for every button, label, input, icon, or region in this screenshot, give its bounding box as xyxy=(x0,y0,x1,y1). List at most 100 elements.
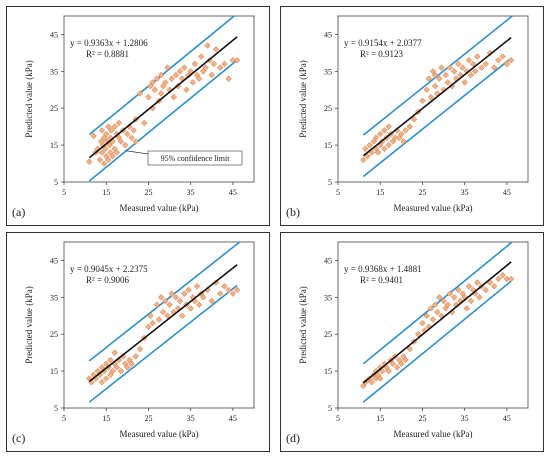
data-point xyxy=(372,134,380,141)
x-tick-label: 15 xyxy=(376,414,384,423)
data-point xyxy=(197,53,205,60)
data-point xyxy=(100,367,108,375)
data-point xyxy=(402,127,409,134)
panel-d: 5 15 25 35 45 5 15 25 35 45 Measured value (kPa) Pr… xyxy=(280,232,544,452)
data-point xyxy=(117,138,125,145)
x-tick-label: 45 xyxy=(503,188,511,197)
data-point xyxy=(130,127,137,134)
data-point xyxy=(149,319,156,327)
x-tick-label: 15 xyxy=(102,414,110,423)
data-point xyxy=(419,319,426,327)
data-point xyxy=(147,312,154,320)
data-point xyxy=(153,75,161,82)
data-point xyxy=(385,123,392,130)
data-point xyxy=(391,134,399,141)
data-point xyxy=(221,283,228,290)
data-point xyxy=(427,93,435,101)
data-point xyxy=(111,349,118,356)
data-point xyxy=(507,275,515,283)
data-point xyxy=(102,145,109,153)
x-axis-label: Measured value (kPa) xyxy=(394,203,473,213)
plot-area xyxy=(337,241,529,409)
data-point xyxy=(233,57,241,64)
x-tick-label: 5 xyxy=(336,188,340,197)
scatter-chart: 5 15 25 35 45 5 15 25 35 45 Measured value (kPa) Pr… xyxy=(280,6,544,226)
data-point xyxy=(495,57,502,64)
data-point xyxy=(374,149,382,156)
data-point xyxy=(168,290,175,297)
y-tick-label: 45 xyxy=(50,30,58,39)
lower-confidence-line xyxy=(88,59,238,182)
scatter-chart: 5 15 25 35 45 5 15 25 35 45 Measured value (kPa) Pr… xyxy=(6,232,270,452)
data-point xyxy=(450,68,458,75)
data-point xyxy=(366,141,373,149)
data-point xyxy=(495,275,502,283)
data-point xyxy=(431,71,439,79)
data-point xyxy=(109,152,116,160)
data-point xyxy=(478,64,485,71)
data-point xyxy=(157,71,165,79)
y-tick-label: 5 xyxy=(54,404,58,413)
data-point xyxy=(490,283,498,290)
data-point xyxy=(440,86,447,94)
annotation-text: 95% confidence limit xyxy=(161,154,231,163)
data-point xyxy=(400,138,407,145)
data-point xyxy=(178,312,186,320)
data-point xyxy=(467,297,475,305)
r-squared: R² = 0.9123 xyxy=(360,49,404,59)
y-tick-label: 15 xyxy=(50,367,58,376)
x-tick-label: 35 xyxy=(461,414,469,423)
data-point xyxy=(229,57,237,64)
data-point xyxy=(172,294,180,301)
data-point xyxy=(200,294,207,301)
plot-area xyxy=(337,15,529,183)
lower-confidence-line xyxy=(362,280,512,403)
data-point xyxy=(98,149,106,156)
regression-line xyxy=(362,261,512,384)
panel-a: 5 15 25 35 45 5 15 25 35 45 Measured value (kPa) Pr… xyxy=(6,6,270,226)
upper-confidence-line xyxy=(362,16,514,136)
x-tick-label: 15 xyxy=(102,188,110,197)
data-point xyxy=(406,345,414,353)
scatter-chart: 5 15 25 35 45 5 15 25 35 45 Measured value (kPa) Pr… xyxy=(6,6,270,226)
data-point xyxy=(385,367,392,375)
panel-label: (a) xyxy=(12,205,25,219)
data-point xyxy=(176,68,184,75)
data-point xyxy=(105,156,112,164)
data-point xyxy=(86,158,93,165)
x-tick-label: 35 xyxy=(187,414,195,423)
x-tick-label: 5 xyxy=(62,414,66,423)
data-point xyxy=(469,60,477,68)
upper-confidence-line xyxy=(88,16,236,136)
panel-frame xyxy=(6,6,270,226)
data-point xyxy=(98,378,106,386)
data-point xyxy=(109,367,116,375)
data-point xyxy=(448,82,456,90)
data-point xyxy=(465,57,473,64)
data-point xyxy=(204,42,211,49)
y-tick-label: 25 xyxy=(324,330,332,339)
data-point xyxy=(183,86,190,94)
data-point xyxy=(105,123,112,130)
panel-b: 5 15 25 35 45 5 15 25 35 45 Measured value (kPa) Pr… xyxy=(280,6,544,226)
data-point xyxy=(172,71,180,79)
data-point xyxy=(202,64,209,71)
regression-line xyxy=(88,264,238,383)
annotation-leader xyxy=(125,150,149,155)
data-point xyxy=(117,367,125,375)
data-point xyxy=(216,290,224,297)
plot-area xyxy=(63,241,255,409)
data-point xyxy=(419,97,426,105)
data-point xyxy=(376,375,384,382)
data-point xyxy=(149,79,156,86)
data-point xyxy=(225,75,232,82)
lower-confidence-line xyxy=(88,284,238,403)
data-point xyxy=(410,116,418,123)
data-point xyxy=(96,156,104,164)
data-point xyxy=(427,305,435,312)
data-point xyxy=(136,345,144,353)
data-point xyxy=(225,286,232,294)
data-point xyxy=(389,360,397,367)
x-tick-label: 45 xyxy=(229,414,237,423)
data-point xyxy=(465,283,473,290)
